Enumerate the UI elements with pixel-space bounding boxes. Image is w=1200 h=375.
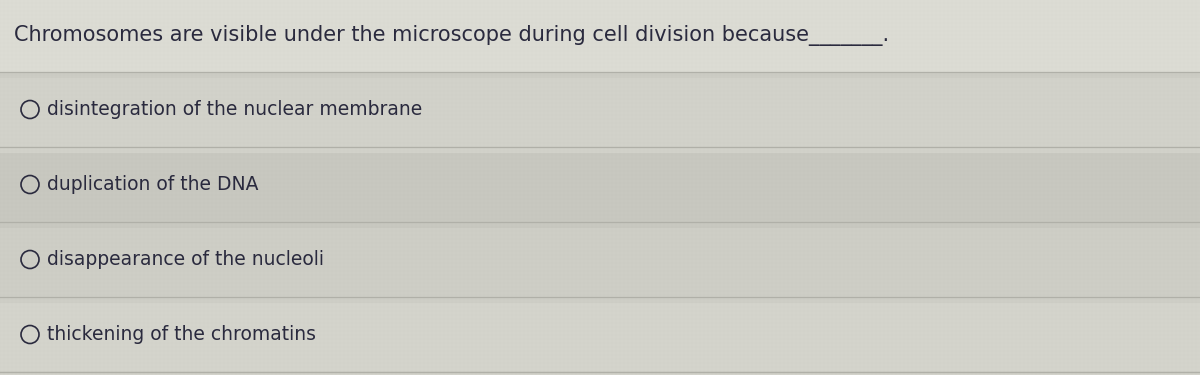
Text: Chromosomes are visible under the microscope during cell division because_______: Chromosomes are visible under the micros… — [14, 26, 889, 46]
Bar — [0, 0, 1200, 72]
Text: thickening of the chromatins: thickening of the chromatins — [47, 325, 316, 344]
Bar — [0, 153, 1200, 228]
Text: disintegration of the nuclear membrane: disintegration of the nuclear membrane — [47, 100, 422, 119]
Text: duplication of the DNA: duplication of the DNA — [47, 175, 258, 194]
Text: disappearance of the nucleoli: disappearance of the nucleoli — [47, 250, 324, 269]
Bar — [0, 228, 1200, 303]
Bar — [0, 78, 1200, 153]
Bar — [0, 72, 1200, 78]
